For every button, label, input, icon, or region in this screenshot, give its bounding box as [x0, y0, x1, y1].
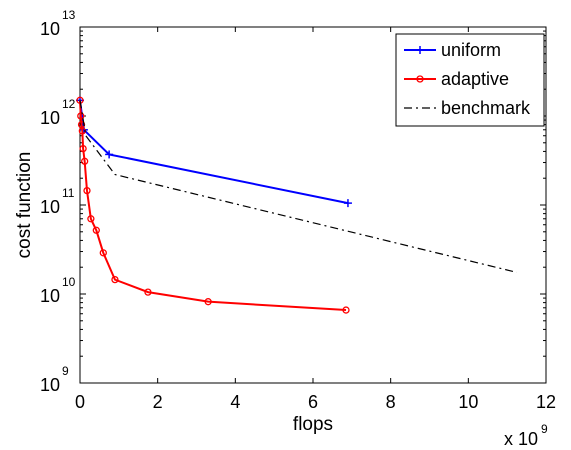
- x-tick-label: 6: [308, 392, 318, 412]
- legend-item-adaptive: adaptive: [404, 69, 509, 89]
- legend-adaptive-point: [416, 75, 424, 83]
- adaptive-point: [79, 144, 87, 153]
- adaptive-point: [342, 306, 350, 314]
- legend: uniform adaptive benchmark: [395, 33, 545, 127]
- y-axis-label: cost function: [14, 152, 35, 259]
- y-tick-label: 10: [40, 19, 60, 39]
- x-axis-label: flops: [293, 414, 333, 435]
- x-tick-label: 12: [536, 392, 556, 412]
- benchmark-line: [79, 100, 518, 273]
- x-tick-label: 8: [386, 392, 396, 412]
- adaptive-point: [87, 215, 95, 223]
- adaptive-line: [79, 100, 347, 312]
- legend-label: uniform: [441, 40, 501, 60]
- x-tick-label: 4: [230, 392, 240, 412]
- legend-label: benchmark: [441, 98, 531, 118]
- x-tick-label: 0: [75, 392, 85, 412]
- adaptive-point: [144, 288, 152, 296]
- adaptive-point: [99, 249, 107, 257]
- legend-items: uniform adaptive benchmark: [404, 40, 531, 118]
- y-tick-label: 10: [40, 197, 60, 217]
- uniform-line: [79, 100, 349, 205]
- legend-label: adaptive: [441, 69, 509, 89]
- y-tick-exponent: 9: [62, 364, 69, 378]
- uniform-point: [105, 150, 114, 159]
- y-tick-exponent: 10: [62, 275, 76, 289]
- x-multiplier-exponent: 9: [541, 422, 548, 436]
- legend-item-uniform: uniform: [404, 40, 501, 60]
- legend-uniform-point: [416, 46, 424, 54]
- y-tick-exponent: 12: [62, 97, 76, 111]
- x-tick-label: 2: [153, 392, 163, 412]
- adaptive-point: [77, 112, 85, 120]
- adaptive-point: [81, 157, 89, 165]
- y-tick-exponent: 13: [62, 8, 76, 22]
- y-tick-label: 10: [40, 286, 60, 306]
- x-tick-label: 10: [458, 392, 478, 412]
- legend-item-benchmark: benchmark: [404, 98, 531, 118]
- adaptive-point: [83, 186, 91, 195]
- x-multiplier-label: x 10: [504, 429, 538, 449]
- uniform-point: [343, 199, 352, 208]
- series-layer: [76, 96, 518, 314]
- y-tick-exponent: 11: [62, 186, 75, 200]
- y-tick-label: 10: [40, 375, 60, 395]
- y-tick-label: 10: [40, 108, 60, 128]
- series-adaptive: [76, 96, 350, 314]
- adaptive-point: [204, 298, 212, 306]
- series-benchmark: [79, 100, 518, 273]
- adaptive-point: [111, 275, 119, 284]
- adaptive-point: [92, 226, 100, 234]
